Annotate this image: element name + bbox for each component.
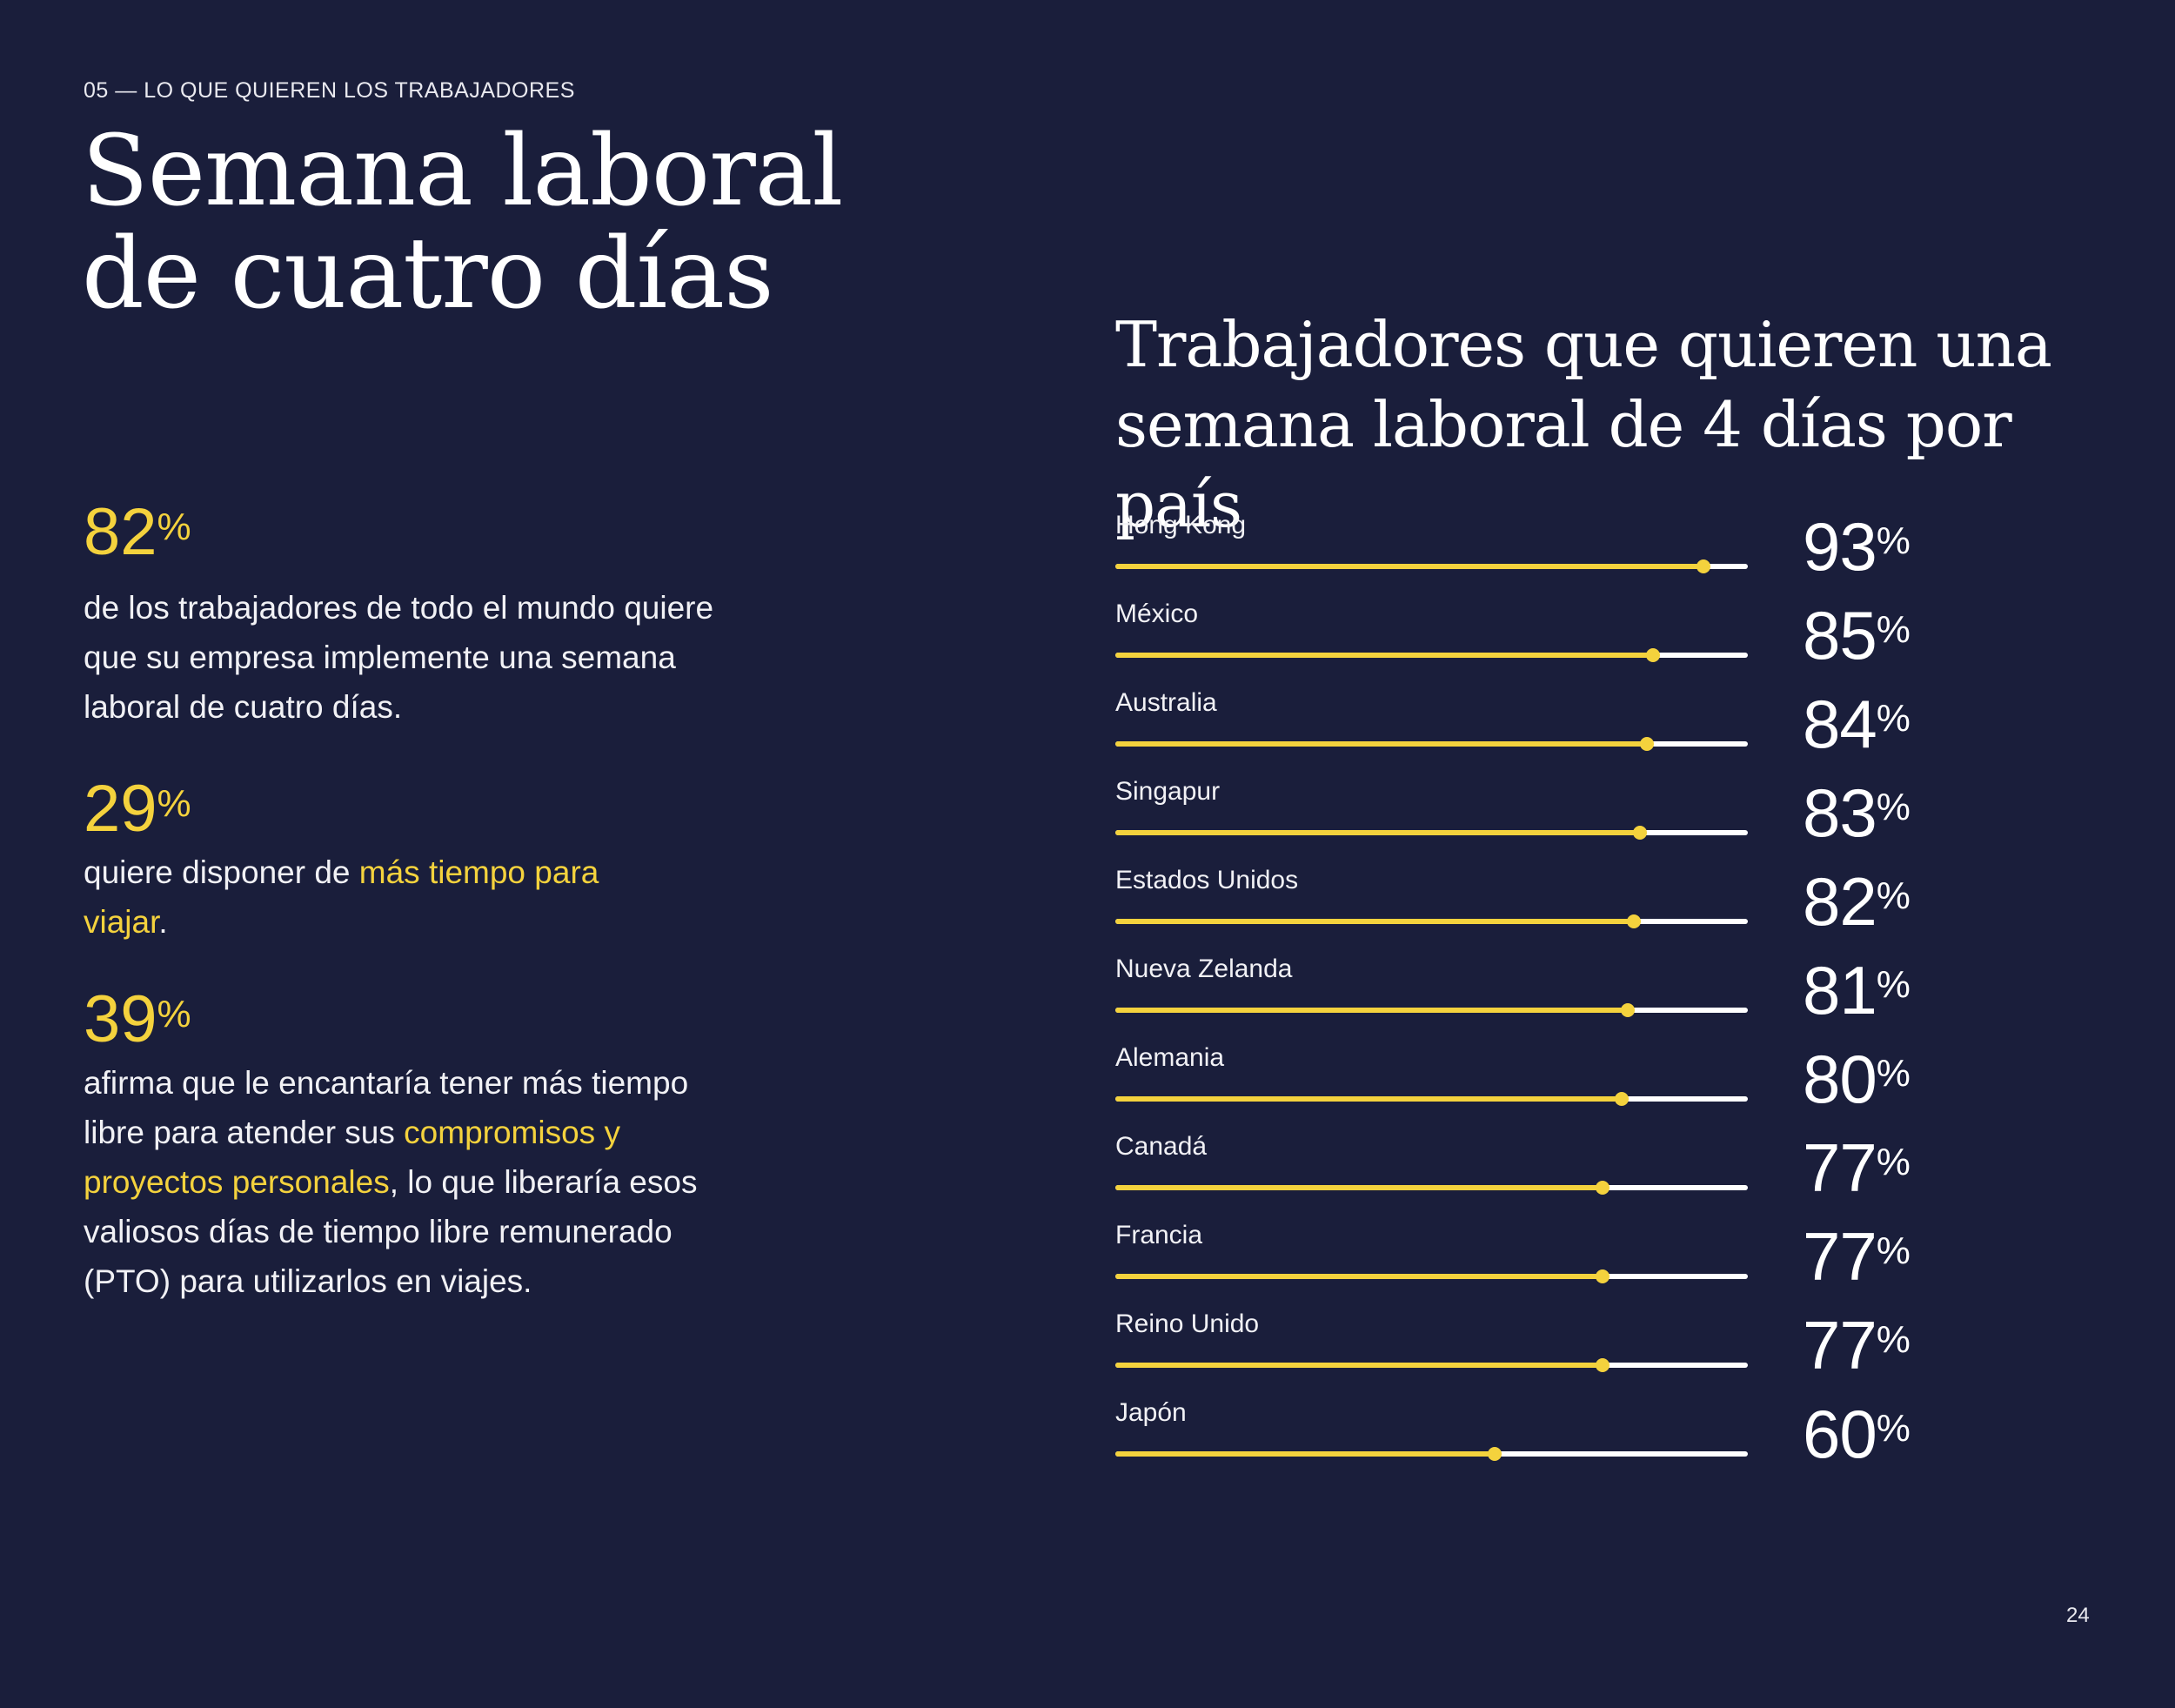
bar-track — [1115, 559, 1748, 573]
chart-row: Alemania 80% — [1115, 1042, 1985, 1131]
category-label: Nueva Zelanda — [1115, 954, 1293, 983]
bar-track — [1115, 826, 1748, 840]
bar-track — [1115, 1358, 1748, 1372]
bar-end-marker — [1627, 914, 1642, 928]
bar-track — [1115, 1447, 1748, 1461]
bar — [1115, 1185, 1603, 1190]
stat-text-run: de los trabajadores de todo el mundo qui… — [84, 590, 714, 725]
chart-row: Canadá 77% — [1115, 1131, 1985, 1220]
highlight-text: más tiempo para viajar — [84, 854, 599, 940]
bar — [1115, 1096, 1622, 1102]
chart-row: Nueva Zelanda 81% — [1115, 954, 1985, 1042]
bar-track — [1115, 1092, 1748, 1106]
stat-block: 29% quiere disponer de más tiempo para v… — [84, 774, 745, 947]
stat-text-run: afirma que le encantaría tener más tiemp… — [84, 1065, 689, 1150]
data-label: 60% — [1803, 1396, 1911, 1472]
bar-track — [1115, 1181, 1748, 1195]
bar — [1115, 919, 1635, 924]
stat-text-run: quiere disponer de — [84, 854, 359, 890]
stat-value: 39% — [84, 982, 191, 1056]
chart-row: México 85% — [1115, 599, 1985, 687]
bar-end-marker — [1488, 1447, 1502, 1461]
bar — [1115, 741, 1647, 747]
data-label: 84% — [1803, 686, 1911, 762]
category-label: Australia — [1115, 688, 1217, 717]
bar — [1115, 1008, 1628, 1013]
stat-description: afirma que le encantaría tener más tiemp… — [84, 1058, 710, 1306]
category-label: Alemania — [1115, 1043, 1225, 1072]
stat-block: 82% de los trabajadores de todo el mundo… — [84, 498, 745, 732]
stat-block: 39% afirma que le encantaría tener más t… — [84, 985, 745, 1306]
stat-description: de los trabajadores de todo el mundo qui… — [84, 583, 745, 732]
bar-track — [1115, 1269, 1748, 1283]
category-label: Japón — [1115, 1398, 1187, 1427]
chart-row: Singapur 83% — [1115, 776, 1985, 865]
data-label: 93% — [1803, 508, 1911, 585]
bar-end-marker — [1639, 737, 1654, 751]
stat-value: 82% — [84, 495, 191, 569]
bar-track — [1115, 914, 1748, 928]
chart-row: Francia 77% — [1115, 1220, 1985, 1309]
page-title: Semana laboral de cuatro días — [82, 115, 843, 331]
chart-row: Hong Kong 93% — [1115, 510, 1985, 599]
bar — [1115, 564, 1704, 569]
stat-text-run: , lo que liberaría esos valiosos días de… — [84, 1164, 698, 1299]
bar-end-marker — [1614, 1092, 1629, 1106]
bar — [1115, 830, 1641, 835]
stat-text-run: . — [158, 904, 168, 940]
bar — [1115, 653, 1653, 658]
category-label: Estados Unidos — [1115, 866, 1299, 894]
bar-end-marker — [1595, 1181, 1610, 1195]
data-label: 81% — [1803, 952, 1911, 1028]
category-label: Canadá — [1115, 1132, 1208, 1161]
bar — [1115, 1274, 1603, 1279]
bar-end-marker — [1595, 1269, 1610, 1283]
data-label: 83% — [1803, 774, 1911, 851]
category-label: Hong Kong — [1115, 511, 1247, 539]
data-label: 77% — [1803, 1307, 1911, 1383]
chart-row: Australia 84% — [1115, 687, 1985, 776]
chart-title: Trabajadores que quieren una semana labo… — [1115, 308, 2052, 541]
bar-end-marker — [1645, 648, 1660, 662]
chart-row: Japón 60% — [1115, 1397, 1985, 1486]
bar-track — [1115, 737, 1748, 751]
stat-description: quiere disponer de más tiempo para viaja… — [84, 847, 606, 947]
bar-end-marker — [1633, 826, 1648, 840]
bar — [1115, 1363, 1603, 1368]
data-label: 77% — [1803, 1218, 1911, 1295]
category-label: Reino Unido — [1115, 1309, 1260, 1338]
data-label: 82% — [1803, 863, 1911, 940]
highlight-text: compromisos y proyectos personales — [84, 1115, 620, 1200]
category-label: Francia — [1115, 1221, 1203, 1249]
bar-end-marker — [1595, 1358, 1610, 1372]
section-label: 05 — LO QUE QUIEREN LOS TRABAJADORES — [84, 78, 575, 103]
chart-row: Estados Unidos 82% — [1115, 865, 1985, 954]
page-number: 24 — [2066, 1604, 2090, 1627]
bar-end-marker — [1696, 559, 1711, 573]
category-label: Singapur — [1115, 777, 1221, 806]
bar-track — [1115, 648, 1748, 662]
bar — [1115, 1451, 1496, 1457]
bar-track — [1115, 1003, 1748, 1017]
data-label: 80% — [1803, 1041, 1911, 1117]
data-label: 77% — [1803, 1129, 1911, 1206]
data-label: 85% — [1803, 597, 1911, 673]
chart-row: Reino Unido 77% — [1115, 1309, 1985, 1397]
category-label: México — [1115, 599, 1199, 628]
stat-value: 29% — [84, 772, 191, 846]
bar-end-marker — [1620, 1003, 1635, 1017]
